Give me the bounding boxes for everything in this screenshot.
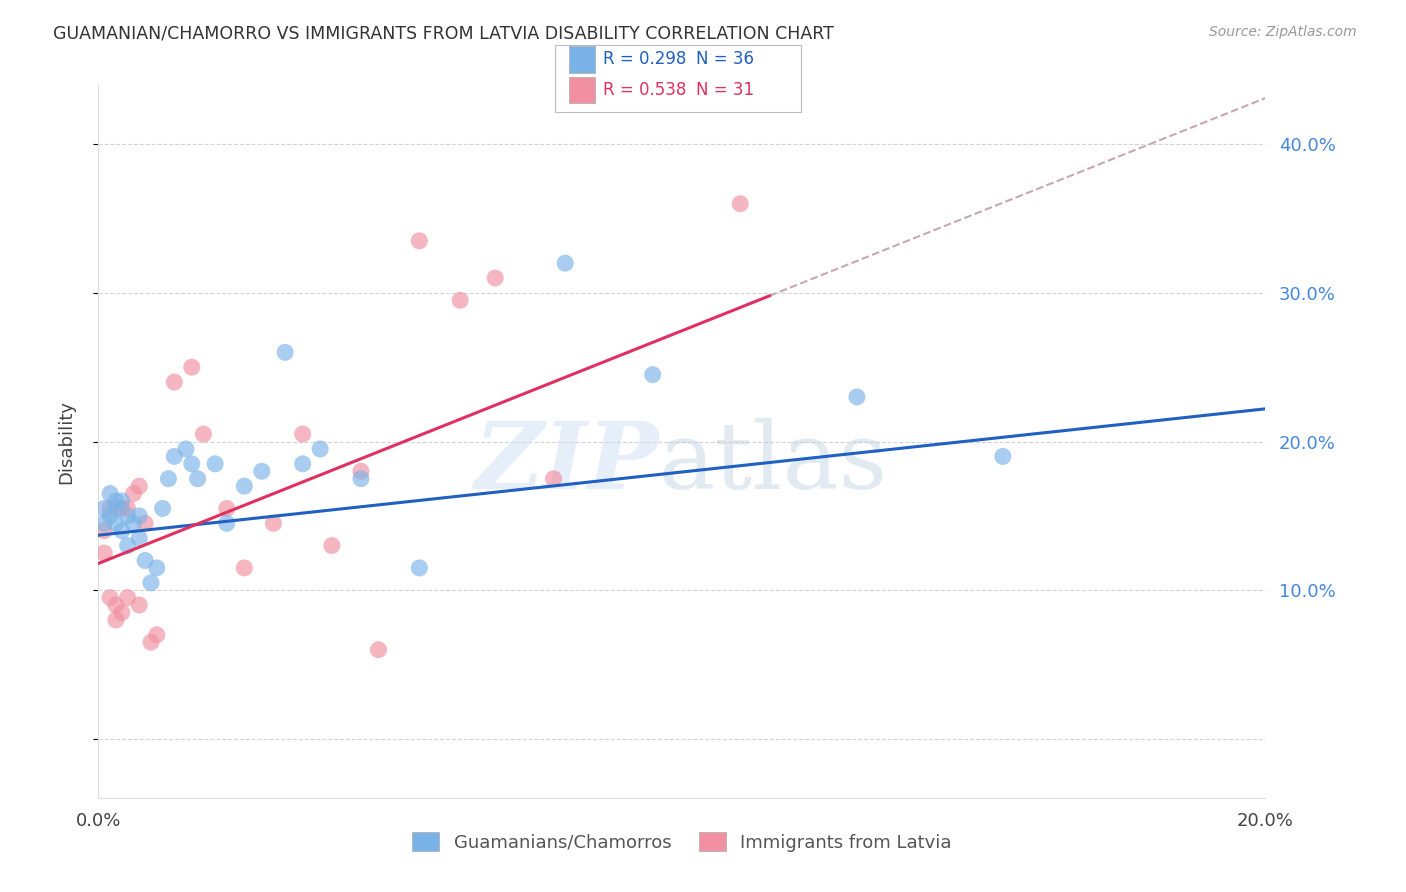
Point bbox=[233, 561, 256, 575]
Text: R = 0.298: R = 0.298 bbox=[603, 50, 686, 68]
Point bbox=[543, 472, 565, 486]
Point bbox=[408, 561, 430, 575]
Point bbox=[846, 390, 869, 404]
Point bbox=[93, 524, 115, 538]
Point bbox=[367, 642, 389, 657]
Point bbox=[139, 575, 162, 590]
Point bbox=[180, 457, 202, 471]
Point bbox=[128, 531, 150, 545]
Point bbox=[93, 501, 115, 516]
Point bbox=[291, 457, 314, 471]
Point bbox=[134, 553, 156, 567]
Point bbox=[449, 293, 471, 308]
Point bbox=[104, 613, 127, 627]
Point bbox=[117, 501, 139, 516]
Point bbox=[554, 256, 576, 270]
Point bbox=[146, 628, 169, 642]
Point bbox=[98, 501, 121, 516]
Point bbox=[204, 457, 226, 471]
Text: R = 0.538: R = 0.538 bbox=[603, 81, 686, 99]
Point bbox=[111, 606, 134, 620]
Point bbox=[128, 508, 150, 523]
Point bbox=[408, 234, 430, 248]
Point bbox=[157, 472, 180, 486]
Point bbox=[274, 345, 297, 359]
Point bbox=[991, 450, 1014, 464]
Point bbox=[104, 516, 127, 531]
Point bbox=[98, 591, 121, 605]
Point bbox=[128, 479, 150, 493]
Point bbox=[111, 524, 134, 538]
Point bbox=[93, 516, 115, 531]
Text: atlas: atlas bbox=[658, 418, 887, 508]
Point bbox=[93, 546, 115, 560]
Point bbox=[139, 635, 162, 649]
Point bbox=[350, 472, 373, 486]
Point bbox=[117, 539, 139, 553]
Point bbox=[163, 450, 186, 464]
Point bbox=[291, 427, 314, 442]
Text: N = 31: N = 31 bbox=[696, 81, 754, 99]
Point bbox=[146, 561, 169, 575]
Point bbox=[730, 196, 752, 211]
Text: Source: ZipAtlas.com: Source: ZipAtlas.com bbox=[1209, 25, 1357, 39]
Point bbox=[321, 539, 343, 553]
Point bbox=[122, 516, 145, 531]
Point bbox=[215, 516, 238, 531]
Point bbox=[111, 494, 134, 508]
Point bbox=[187, 472, 209, 486]
Point bbox=[641, 368, 664, 382]
Text: N = 36: N = 36 bbox=[696, 50, 754, 68]
Point bbox=[134, 516, 156, 531]
Point bbox=[484, 271, 506, 285]
Point bbox=[104, 494, 127, 508]
Point bbox=[98, 486, 121, 500]
Point bbox=[233, 479, 256, 493]
Point bbox=[117, 508, 139, 523]
Point bbox=[152, 501, 174, 516]
Point bbox=[117, 591, 139, 605]
Point bbox=[262, 516, 284, 531]
Point bbox=[111, 501, 134, 516]
Point bbox=[215, 501, 238, 516]
Text: GUAMANIAN/CHAMORRO VS IMMIGRANTS FROM LATVIA DISABILITY CORRELATION CHART: GUAMANIAN/CHAMORRO VS IMMIGRANTS FROM LA… bbox=[53, 25, 834, 43]
Legend: Guamanians/Chamorros, Immigrants from Latvia: Guamanians/Chamorros, Immigrants from La… bbox=[406, 827, 957, 857]
Point bbox=[250, 464, 273, 478]
Point bbox=[163, 375, 186, 389]
Point bbox=[350, 464, 373, 478]
Point bbox=[180, 360, 202, 375]
Point bbox=[128, 598, 150, 612]
Point bbox=[122, 486, 145, 500]
Point bbox=[104, 598, 127, 612]
Point bbox=[104, 501, 127, 516]
Point bbox=[309, 442, 332, 456]
Y-axis label: Disability: Disability bbox=[56, 400, 75, 483]
Point bbox=[193, 427, 215, 442]
Point bbox=[98, 508, 121, 523]
Point bbox=[174, 442, 197, 456]
Text: ZIP: ZIP bbox=[474, 418, 658, 508]
